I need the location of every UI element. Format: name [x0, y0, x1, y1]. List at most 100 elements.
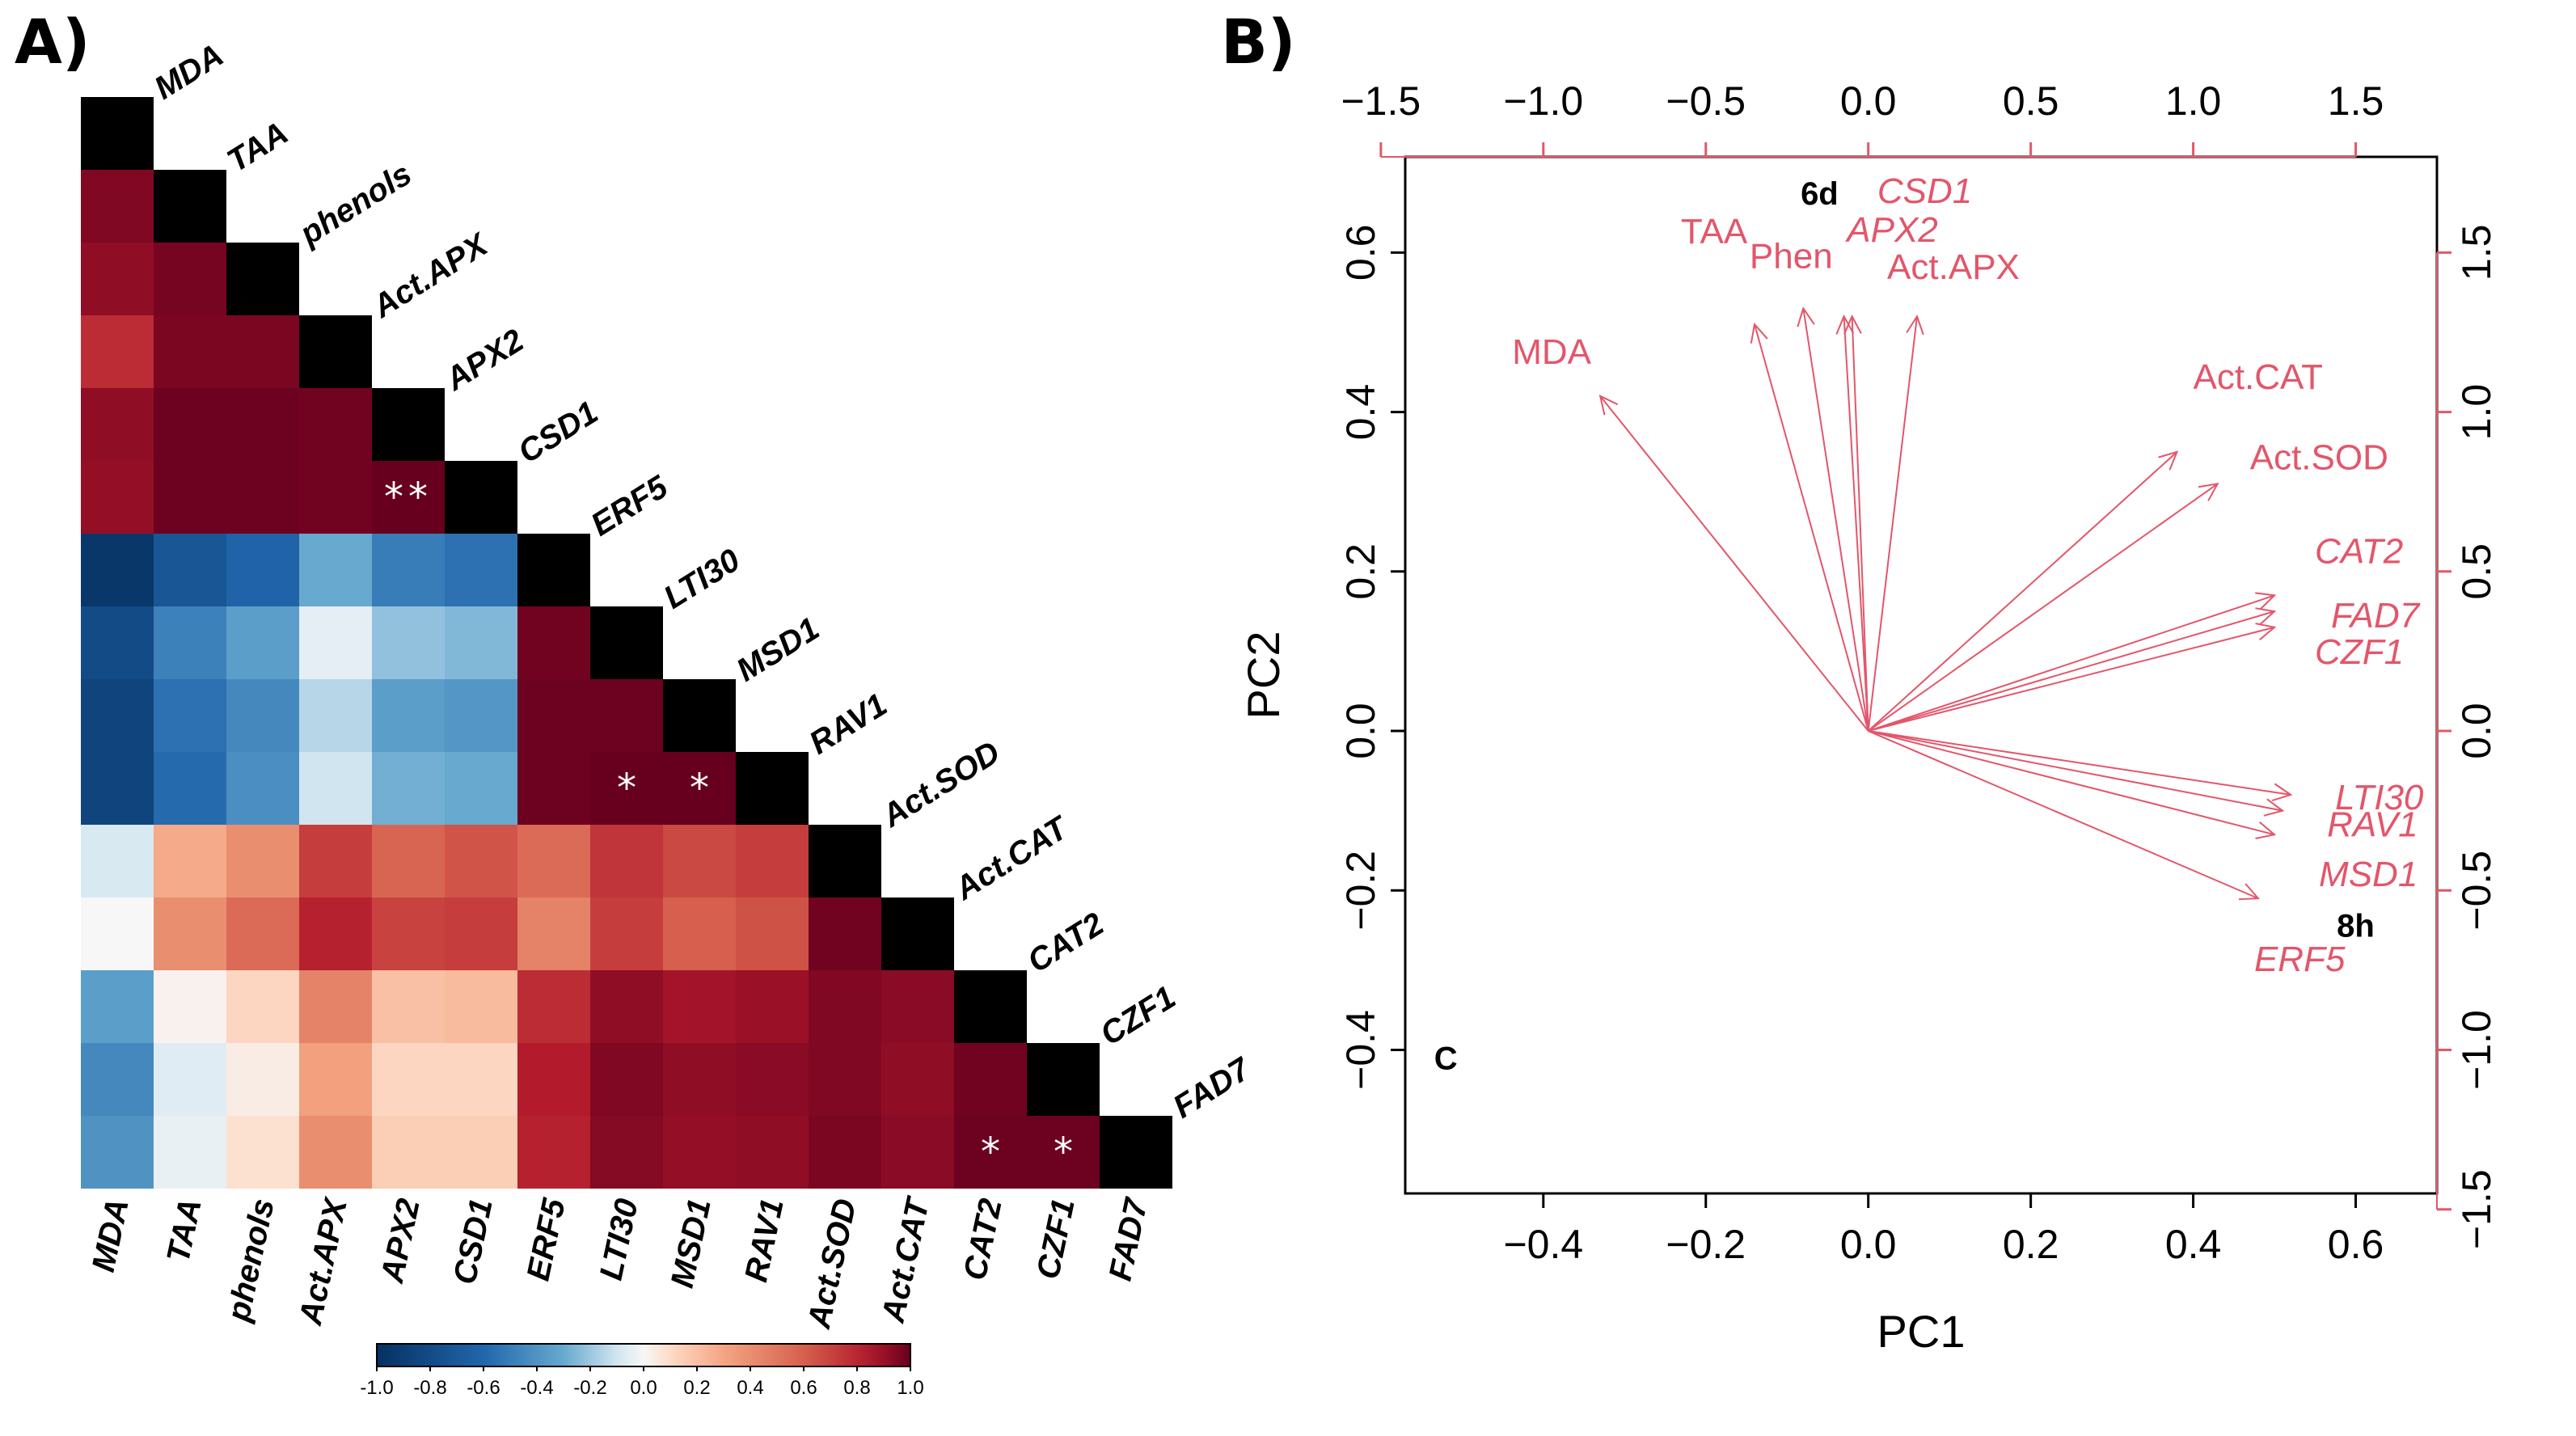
y-axis-title: PC2 — [1238, 631, 1289, 720]
heatmap-cell-act-cat-phenols — [226, 898, 299, 970]
diagonal-label-act-cat: Act.CAT — [948, 809, 1076, 907]
loading-arrowhead-act-apx — [1906, 314, 1924, 336]
heatmap-cell-apx2-phenols — [226, 388, 299, 461]
heatmap-cell-msd1-csd1 — [445, 679, 517, 752]
heatmap-cell-apx2-mda — [81, 388, 154, 461]
diagonal-label-mda: MDA — [148, 37, 230, 107]
heatmap-cell-csd1-csd1 — [445, 461, 517, 534]
colorbar-tick-label: 0.2 — [683, 1377, 710, 1399]
heatmap-cell-act-apx-mda — [81, 315, 154, 388]
heatmap-cell-erf5-erf5 — [517, 534, 590, 606]
colorbar-tick-label: 0.6 — [790, 1377, 817, 1399]
heatmap-cell-erf5-apx2 — [372, 534, 445, 606]
top-tick-label: 1.5 — [2328, 78, 2384, 124]
heatmap-cell-cat2-msd1 — [663, 970, 736, 1043]
heatmap-cell-czf1-erf5 — [517, 1043, 590, 1116]
heatmap-cell-fad7-rav1 — [736, 1116, 809, 1189]
heatmap-cell-erf5-act-apx — [299, 534, 372, 606]
heatmap-cell-csd1-apx2 — [372, 461, 445, 534]
heatmap-cell-czf1-act-sod — [809, 1043, 881, 1116]
y-tick-label: 0.4 — [1338, 384, 1383, 441]
heatmap-cell-apx2-taa — [154, 388, 226, 461]
diagonal-label-act-sod: Act.SOD — [876, 734, 1007, 834]
heatmap-cell-erf5-csd1 — [445, 534, 517, 606]
loading-arrow-phen — [1802, 308, 1869, 732]
loading-arrow-act-apx — [1867, 316, 1918, 732]
loading-arrowhead-taa — [1750, 322, 1768, 344]
diagonal-label-czf1: CZF1 — [1094, 979, 1181, 1052]
heatmap-cell-fad7-mda — [81, 1116, 154, 1189]
loading-label-act-cat: Act.CAT — [2193, 357, 2323, 397]
panel-b-label: B) — [1221, 6, 1296, 78]
heatmap-cell-fad7-fad7 — [1100, 1116, 1172, 1189]
colorbar-gradient — [376, 1343, 911, 1367]
significance-mark-3: * — [981, 1130, 1000, 1175]
loading-arrowhead-mda — [1598, 395, 1619, 416]
heatmap-cell-fad7-cat2 — [954, 1116, 1027, 1189]
loading-label-apx2: APX2 — [1844, 210, 1938, 250]
loading-label-czf1: CZF1 — [2315, 632, 2404, 672]
heatmap-cell-phenols-taa — [154, 243, 226, 315]
observation-label-6d: 6d — [1801, 176, 1839, 212]
heatmap-cell-erf5-taa — [154, 534, 226, 606]
right-tick-label: −0.5 — [2454, 851, 2499, 931]
heatmap-cell-rav1-lti30 — [590, 752, 663, 825]
loading-label-phen: Phen — [1750, 236, 1833, 276]
right-tick-label: −1.0 — [2454, 1010, 2499, 1090]
heatmap-cell-lti30-mda — [81, 606, 154, 679]
heatmap-cell-act-sod-lti30 — [590, 825, 663, 898]
heatmap-cell-czf1-cat2 — [954, 1043, 1027, 1116]
heatmap-cell-czf1-czf1 — [1027, 1043, 1100, 1116]
heatmap-cell-apx2-apx2 — [372, 388, 445, 461]
heatmap-colorbar: -1.0 -0.8 -0.6 -0.4 -0.2 0.0 0.2 0.4 0.6 0.8 1.0 — [360, 1343, 924, 1399]
heatmap-cell-act-cat-act-cat — [881, 898, 954, 970]
heatmap-cell-fad7-phenols — [226, 1116, 299, 1189]
column-label-fad7: FAD7 — [1103, 1194, 1155, 1284]
loading-label-act-sod: Act.SOD — [2250, 437, 2388, 477]
column-label-phenols: phenols — [221, 1196, 281, 1325]
diagonal-label-phenols: phenols — [293, 156, 418, 252]
heatmap-cell-cat2-phenols — [226, 970, 299, 1043]
observation-label-c: C — [1434, 1041, 1458, 1076]
plot-frame — [1404, 155, 2439, 1195]
heatmap-cell-lti30-phenols — [226, 606, 299, 679]
heatmap-cell-fad7-erf5 — [517, 1116, 590, 1189]
heatmap-cell-act-sod-erf5 — [517, 825, 590, 898]
loading-arrow-apx2 — [1843, 316, 1869, 732]
heatmap-cell-act-apx-phenols — [226, 315, 299, 388]
heatmap-cell-msd1-taa — [154, 679, 226, 752]
diagonal-label-cat2: CAT2 — [1021, 906, 1109, 980]
heatmap-cell-cat2-erf5 — [517, 970, 590, 1043]
column-label-erf5: ERF5 — [521, 1195, 572, 1284]
loading-label-fad7: FAD7 — [2331, 596, 2421, 636]
heatmap-cell-msd1-act-apx — [299, 679, 372, 752]
right-tick-label: 0.5 — [2454, 543, 2499, 600]
heatmap-cell-czf1-rav1 — [736, 1043, 809, 1116]
heatmap-cell-act-sod-phenols — [226, 825, 299, 898]
heatmap-cell-cat2-taa — [154, 970, 226, 1043]
heatmap-cell-act-sod-act-apx — [299, 825, 372, 898]
heatmap-cell-msd1-mda — [81, 679, 154, 752]
heatmap-cell-fad7-lti30 — [590, 1116, 663, 1189]
heatmap-cell-czf1-msd1 — [663, 1043, 736, 1116]
heatmap-cell-msd1-msd1 — [663, 679, 736, 752]
loading-arrow-act-cat — [1868, 451, 2178, 732]
loading-label-act-apx: Act.APX — [1887, 247, 2020, 287]
loading-arrow-cat2 — [1868, 594, 2275, 732]
colorbar-tick-label: 1.0 — [897, 1377, 923, 1399]
column-label-cat2: CAT2 — [957, 1196, 1009, 1283]
heatmap-cell-msd1-erf5 — [517, 679, 590, 752]
column-label-czf1: CZF1 — [1030, 1196, 1082, 1282]
heatmap-cell-fad7-act-apx — [299, 1116, 372, 1189]
heatmap-cell-act-sod-mda — [81, 825, 154, 898]
loading-label-taa: TAA — [1681, 212, 1748, 251]
heatmap-cell-cat2-cat2 — [954, 970, 1027, 1043]
heatmap-cell-lti30-lti30 — [590, 606, 663, 679]
heatmap-cell-act-cat-msd1 — [663, 898, 736, 970]
column-label-apx2: APX2 — [374, 1196, 427, 1286]
y-tick-label: −0.4 — [1338, 1010, 1383, 1090]
colorbar-tick-label: -0.4 — [520, 1377, 553, 1399]
colorbar-tick-label: 0.4 — [737, 1377, 763, 1399]
top-tick-label: −1.5 — [1341, 78, 1421, 124]
loading-arrow-czf1 — [1868, 626, 2275, 732]
